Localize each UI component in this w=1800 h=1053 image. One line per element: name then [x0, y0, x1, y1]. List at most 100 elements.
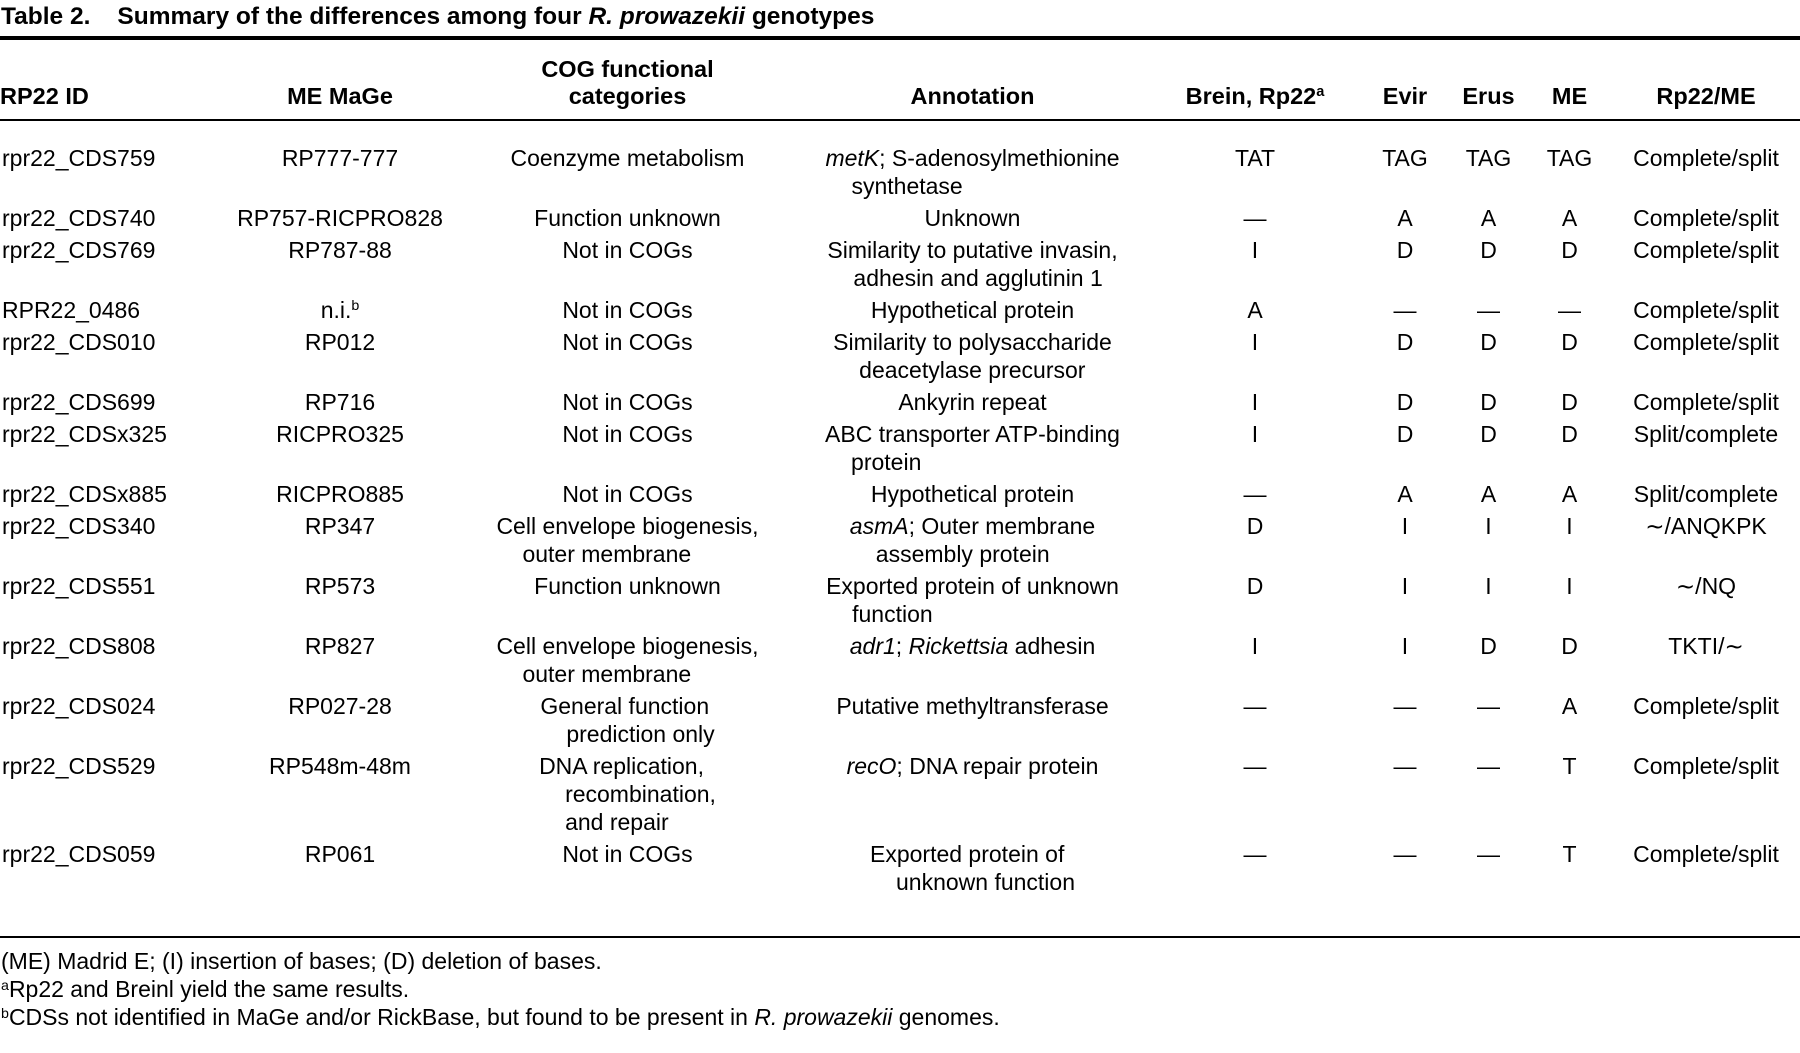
cell-brein: — [1243, 480, 1267, 507]
cell-rp22me: Complete/split [1633, 840, 1779, 867]
cell-brein: I [1251, 388, 1259, 415]
table-row: rpr22_CDS699 RP716 Not in COGs Ankyrin repe… [0, 388, 1800, 420]
cell-evir: — [1393, 752, 1417, 779]
col-header-brein: Brein, Rp22a [1150, 39, 1360, 121]
table-row: rpr22_CDS024 RP027-28 General function pred… [0, 692, 1800, 752]
cell-me: I [1566, 512, 1573, 539]
cell-erus: D [1480, 632, 1497, 659]
cell-id: rpr22_CDS340 [2, 512, 156, 539]
col-header-id: RP22 ID [0, 39, 220, 121]
cell-me: D [1561, 388, 1578, 415]
cell-id: rpr22_CDS010 [2, 328, 156, 355]
cell-annotation: Hypothetical protein [870, 480, 1075, 507]
table-row: RPR22_0486 n.i.b Not in COGs Hypothetical p… [0, 296, 1800, 328]
cell-evir: A [1397, 204, 1413, 231]
cell-brein: — [1243, 752, 1267, 779]
cell-brein: D [1246, 572, 1264, 599]
cell-erus: — [1477, 752, 1500, 779]
cell-brein: — [1243, 204, 1267, 231]
cell-cog: Not in COGs [562, 236, 693, 263]
cell-me: TAG [1546, 144, 1593, 171]
cell-cog: Not in COGs [562, 328, 693, 355]
title-rule [0, 36, 1800, 40]
cell-erus: — [1477, 296, 1500, 323]
cell-me: T [1562, 840, 1577, 867]
cell-annotation: Unknown [924, 204, 1021, 231]
cell-erus: TAG [1465, 144, 1512, 171]
cell-annotation: adr1; Rickettsia adhesin [849, 632, 1096, 659]
cell-mage: RP716 [304, 388, 376, 415]
cell-rp22me: Complete/split [1633, 752, 1779, 779]
cell-rp22me: Complete/split [1633, 144, 1779, 171]
cell-me: T [1562, 752, 1577, 779]
table-row: rpr22_CDS059 RP061 Not in COGs Exported pro… [0, 840, 1800, 900]
cell-rp22me: Split/complete [1633, 480, 1779, 507]
cell-me: D [1561, 236, 1578, 263]
genotype-differences-table: RP22 ID ME MaGe COG functional categories An… [0, 39, 1800, 900]
cell-cog: Function unknown [534, 572, 721, 599]
cell-mage: RP757-RICPRO828 [237, 204, 443, 231]
table-body: rpr22_CDS759 RP777-777 Coenzyme metabolism… [0, 120, 1800, 900]
cell-brein: TAT [1234, 144, 1276, 171]
cell-mage: RICPRO885 [276, 480, 404, 507]
cell-brein: A [1247, 296, 1263, 323]
cell-brein: D [1246, 512, 1264, 539]
cell-annotation: recO; DNA repair protein [846, 752, 1099, 779]
footnote: (ME) Madrid E; (I) insertion of bases; (… [1, 948, 602, 974]
cell-evir: — [1393, 840, 1417, 867]
cell-evir: A [1397, 480, 1413, 507]
cell-brein: I [1251, 328, 1259, 355]
cell-mage: RP012 [304, 328, 376, 355]
cell-brein: — [1243, 692, 1267, 719]
cell-mage: RP573 [304, 572, 376, 599]
table-row: rpr22_CDS740 RP757-RICPRO828 Function unkn… [0, 204, 1800, 236]
cell-erus: D [1480, 328, 1497, 355]
cell-brein: I [1251, 236, 1259, 263]
cell-id: rpr22_CDS769 [2, 236, 156, 263]
table-row: rpr22_CDS769 RP787-88 Not in COGs Similarit… [0, 236, 1800, 296]
cell-rp22me: Complete/split [1633, 236, 1779, 263]
col-header-rp22me: Rp22/ME [1612, 39, 1800, 121]
table-row: rpr22_CDSx885 RICPRO885 Not in COGs Hypothe… [0, 480, 1800, 512]
cell-mage: RICPRO325 [276, 420, 404, 447]
table-header: RP22 ID ME MaGe COG functional categories An… [0, 39, 1800, 121]
col-header-mage: ME MaGe [220, 39, 460, 121]
cell-mage: RP787-88 [288, 236, 392, 263]
cell-id: rpr22_CDSx325 [2, 420, 167, 447]
cell-erus: D [1480, 236, 1497, 263]
cell-me: D [1561, 420, 1578, 447]
cell-me: I [1566, 572, 1573, 599]
cell-erus: — [1477, 692, 1500, 719]
cell-annotation: Hypothetical protein [870, 296, 1075, 323]
cell-brein: — [1243, 840, 1267, 867]
cell-rp22me: Complete/split [1633, 296, 1779, 323]
cell-mage: RP827 [304, 632, 376, 659]
cell-rp22me: Complete/split [1633, 328, 1779, 355]
cell-mage: RP548m-48m [269, 752, 411, 779]
table-row: rpr22_CDS529 RP548m-48m DNA replication, re… [0, 752, 1800, 840]
table-title: Table 2. Summary of the differences among… [0, 0, 1800, 36]
cell-id: rpr22_CDS529 [2, 752, 156, 779]
cell-annotation: Exported protein of unknown function [869, 840, 1075, 895]
cell-erus: A [1480, 480, 1497, 507]
cell-cog: Function unknown [534, 204, 721, 231]
cell-id: RPR22_0486 [2, 296, 141, 323]
cell-rp22me: TKTI/∼ [1668, 632, 1744, 659]
cell-mage: n.i.b [320, 296, 360, 323]
cell-id: rpr22_CDSx885 [2, 480, 167, 507]
cell-cog: Coenzyme metabolism [510, 144, 745, 171]
cell-erus: A [1480, 204, 1497, 231]
cell-me: — [1558, 296, 1581, 323]
table-row: rpr22_CDS808 RP827 Cell envelope biogenesi… [0, 632, 1800, 692]
footnote: aRp22 and Breinl yield the same results. [1, 976, 410, 1002]
col-header-me: ME [1527, 39, 1612, 121]
cell-mage: RP347 [304, 512, 376, 539]
col-header-cog: COG functional categories [460, 39, 795, 121]
cell-cog: Cell envelope biogenesis, outer membrane [496, 632, 759, 687]
table-row: rpr22_CDS340 RP347 Cell envelope biogenesi… [0, 512, 1800, 572]
cell-cog: General function prediction only [540, 692, 715, 747]
cell-evir: D [1396, 328, 1414, 355]
cell-id: rpr22_CDS059 [2, 840, 156, 867]
cell-cog: Not in COGs [562, 480, 693, 507]
table-row: rpr22_CDS551 RP573 Function unknown Exporte… [0, 572, 1800, 632]
